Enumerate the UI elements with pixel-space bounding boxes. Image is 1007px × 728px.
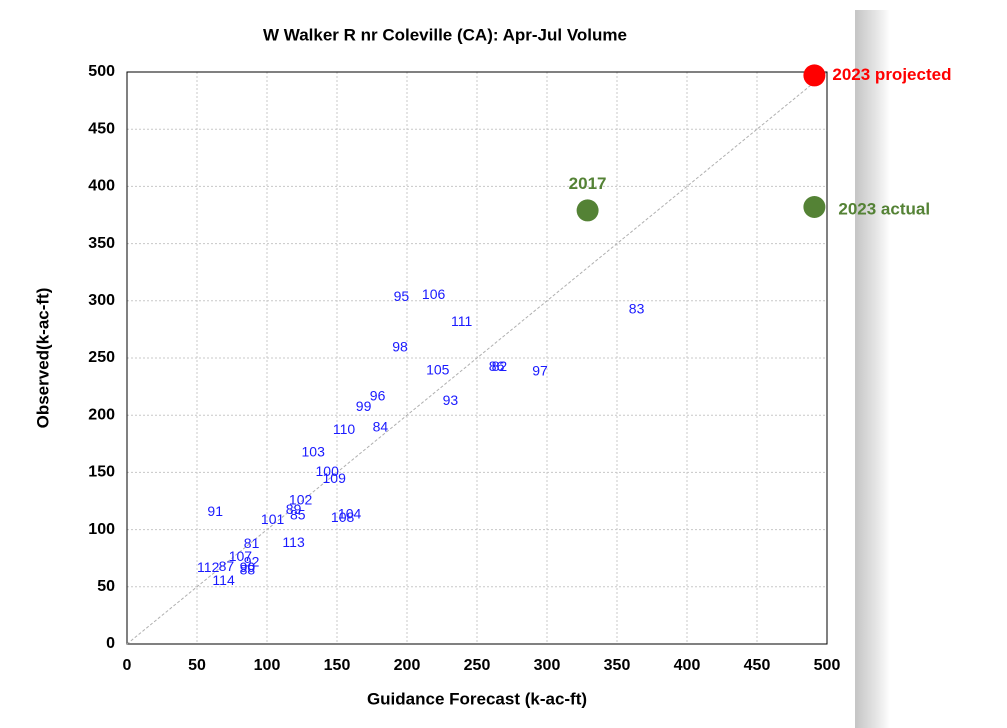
y-tick-label: 0 [106,635,115,652]
y-tick-label: 200 [88,406,115,423]
y-tick-label: 350 [88,235,115,252]
point-label: 105 [426,361,450,377]
x-tick-label: 100 [254,657,281,674]
y-tick-label: 50 [97,578,115,595]
point-label: 102 [289,492,313,508]
one-to-one-line [126,71,828,645]
y-tick-label: 400 [88,178,115,195]
point-label: 100 [316,463,340,479]
y-tick-label: 450 [88,120,115,137]
point-label: 108 [331,509,355,525]
x-tick-label: 200 [394,657,421,674]
highlight-label: 2017 [569,174,607,193]
card-shadow [850,10,890,728]
point-label: 85 [290,507,306,523]
point-label: 92 [244,553,260,569]
point-label: 107 [229,548,253,564]
y-tick-label: 500 [88,63,115,80]
point-label: 95 [394,288,410,304]
plot-frame [126,71,828,645]
point-label: 89 [286,501,302,517]
point-label: 109 [323,470,347,486]
x-tick-label: 0 [123,657,132,674]
point-label: 84 [373,418,389,434]
x-tick-label: 150 [324,657,351,674]
point-label: 110 [333,421,356,437]
point-label: 83 [629,301,645,317]
point-label: 104 [338,505,362,521]
point-label: 88 [240,561,256,577]
x-tick-label: 500 [814,657,841,674]
highlight-label: 2023 actual [838,199,930,218]
point-label: 97 [532,362,548,378]
y-axis-label: Observed(k-ac-ft) [33,288,52,429]
x-axis-label: Guidance Forecast (k-ac-ft) [367,689,587,708]
point-label: 82 [492,358,508,374]
y-tick-label: 150 [88,464,115,481]
y-tick-label: 300 [88,292,115,309]
x-tick-label: 250 [464,657,491,674]
point-label: 103 [302,444,326,460]
card [0,0,855,728]
point-label: 106 [422,286,446,302]
y-tick-label: 250 [88,349,115,366]
point-label: 91 [207,503,223,519]
highlight-point [576,199,599,222]
point-label: 114 [212,572,235,588]
point-label: 81 [244,535,260,551]
x-tick-label: 50 [188,657,206,674]
highlight-label: 2023 projected [832,65,951,84]
x-tick-label: 450 [744,657,771,674]
point-label: 111 [451,313,472,329]
point-label: 101 [261,511,285,527]
chart-title: W Walker R nr Coleville (CA): Apr-Jul Vo… [263,25,627,44]
x-tick-label: 400 [674,657,701,674]
point-label: 90 [240,559,256,575]
x-tick-label: 300 [534,657,561,674]
point-label: 112 [197,559,220,575]
point-label: 99 [356,398,372,414]
point-label: 86 [489,358,505,374]
point-label: 113 [282,534,305,550]
point-label: 87 [219,558,235,574]
point-label: 93 [443,392,459,408]
point-label: 96 [370,388,386,404]
highlight-point [803,64,826,87]
point-label: 98 [392,338,408,354]
y-tick-label: 100 [88,521,115,538]
highlight-point [803,195,826,218]
x-tick-label: 350 [604,657,631,674]
